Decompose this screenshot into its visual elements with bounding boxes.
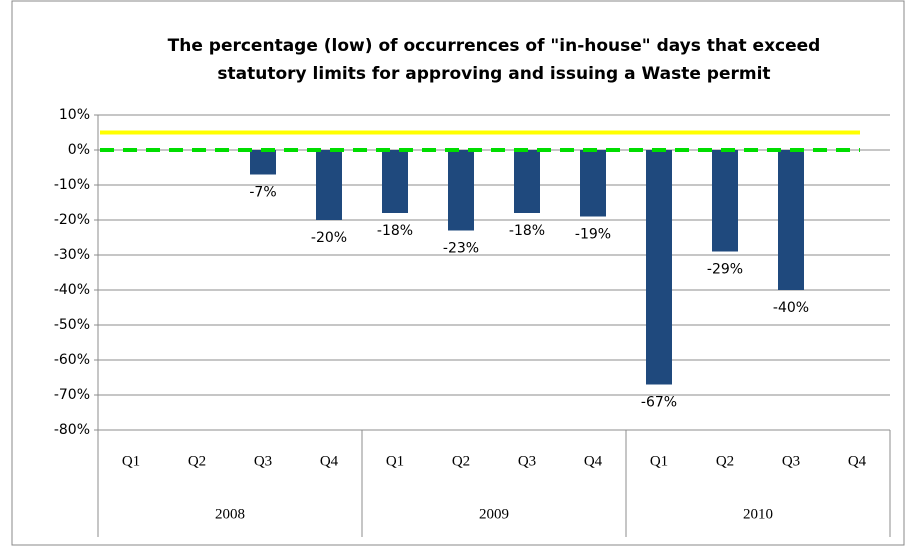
y-tick-label: -30% bbox=[54, 247, 90, 263]
y-tick-label: -40% bbox=[54, 282, 90, 298]
y-tick-label: -70% bbox=[54, 387, 90, 403]
bar bbox=[316, 150, 342, 220]
x-tick-label: Q1 bbox=[386, 453, 404, 469]
x-tick-label: Q2 bbox=[188, 453, 206, 469]
x-tick-label: Q2 bbox=[452, 453, 470, 469]
y-tick-label: -20% bbox=[54, 212, 90, 228]
bar bbox=[778, 150, 804, 290]
group-label: 2008 bbox=[215, 506, 245, 522]
data-label: -18% bbox=[509, 223, 545, 239]
bar bbox=[712, 150, 738, 252]
x-tick-label: Q3 bbox=[254, 453, 272, 469]
x-tick-label: Q4 bbox=[320, 453, 339, 469]
bar bbox=[580, 150, 606, 217]
data-label: -40% bbox=[773, 300, 809, 316]
bar bbox=[382, 150, 408, 213]
bar bbox=[646, 150, 672, 385]
x-tick-label: Q1 bbox=[122, 453, 140, 469]
data-label: -19% bbox=[575, 227, 611, 243]
bar bbox=[514, 150, 540, 213]
x-tick-label: Q1 bbox=[650, 453, 668, 469]
data-label: -7% bbox=[249, 185, 276, 201]
data-label: -67% bbox=[641, 395, 677, 411]
y-tick-label: 0% bbox=[68, 142, 90, 158]
x-tick-label: Q2 bbox=[716, 453, 734, 469]
group-label: 2009 bbox=[479, 506, 509, 522]
data-label: -18% bbox=[377, 223, 413, 239]
y-tick-label: -60% bbox=[54, 352, 90, 368]
data-label: -20% bbox=[311, 230, 347, 246]
y-tick-label: 10% bbox=[59, 107, 90, 123]
bar bbox=[448, 150, 474, 231]
x-tick-label: Q3 bbox=[518, 453, 536, 469]
group-label: 2010 bbox=[743, 506, 773, 522]
data-label: -29% bbox=[707, 262, 743, 278]
chart-border bbox=[11, 0, 905, 546]
y-tick-label: -50% bbox=[54, 317, 90, 333]
bar bbox=[250, 150, 276, 175]
y-tick-label: -80% bbox=[54, 422, 90, 438]
data-label: -23% bbox=[443, 241, 479, 257]
x-tick-label: Q4 bbox=[848, 453, 867, 469]
y-tick-label: -10% bbox=[54, 177, 90, 193]
x-tick-label: Q4 bbox=[584, 453, 603, 469]
chart-title: The percentage (low) of occurrences of "… bbox=[168, 36, 821, 56]
chart-title: statutory limits for approving and issui… bbox=[217, 64, 770, 84]
x-tick-label: Q3 bbox=[782, 453, 800, 469]
